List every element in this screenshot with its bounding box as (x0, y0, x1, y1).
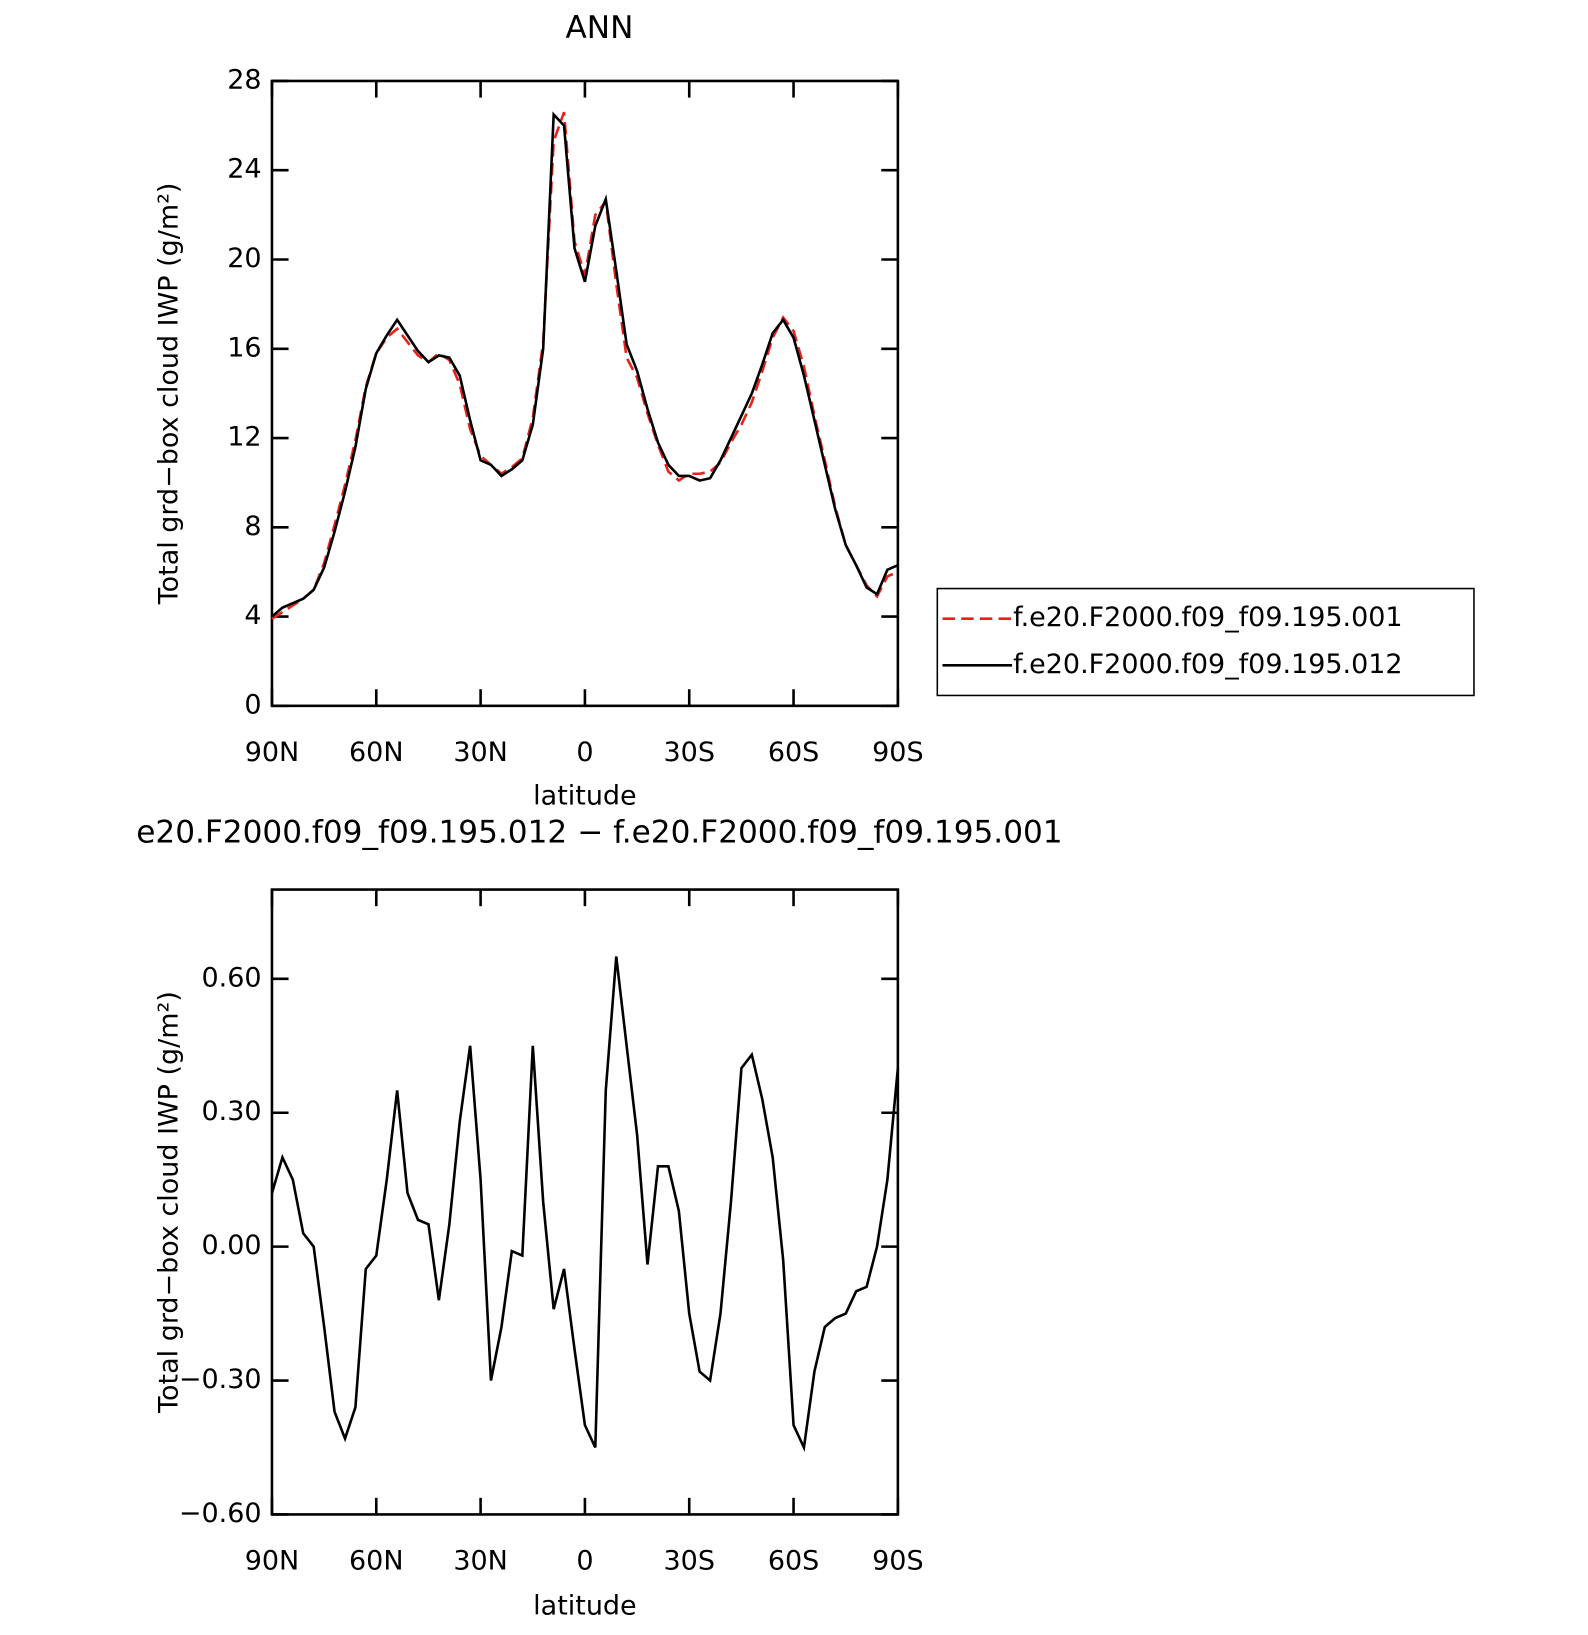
y-tick-label: 0.30 (202, 1096, 262, 1127)
legend-box (936, 587, 1475, 697)
y-tick-label: −0.30 (179, 1364, 262, 1395)
y-tick-label: 8 (244, 511, 261, 542)
x-tick-label: 0 (576, 1546, 593, 1577)
y-tick-label: 4 (244, 600, 261, 631)
y-tick-label: 0.60 (202, 962, 262, 993)
y-tick-label: 12 (227, 422, 261, 453)
chart-title: e20.F2000.f09_f09.195.012 − f.e20.F2000.… (136, 815, 1062, 851)
x-tick-label: 30N (453, 737, 508, 768)
plots: ANN 0 4 8 12 16 20 24 28 90N 60N 30N 0 30S 60S 90S latit… (136, 10, 1475, 1621)
y-tick-label: 0 (244, 689, 261, 720)
y-tick-label: 16 (227, 332, 261, 363)
x-tick-label: 30S (664, 737, 715, 768)
x-tick-label: 90N (245, 737, 300, 768)
legend-label: f.e20.F2000.f09_f09.195.001 (1013, 602, 1403, 633)
y-tick-label: 24 (227, 154, 261, 185)
x-tick-label: 30S (664, 1546, 715, 1577)
x-tick-label: 60S (768, 737, 819, 768)
legend: f.e20.F2000.f09_f09.195.001 f.e20.F2000.f… (936, 587, 1475, 697)
data-line (271, 111, 899, 618)
x-tick-label: 0 (576, 737, 593, 768)
chart-title: ANN (566, 10, 634, 46)
x-tick-label: 90N (245, 1546, 300, 1577)
y-tick-label: 0.00 (202, 1230, 262, 1261)
y-tick-label: 28 (227, 64, 261, 95)
x-axis-label: latitude (533, 1590, 636, 1621)
x-tick-label: 60N (349, 737, 404, 768)
y-axis-label: Total grd−box cloud IWP (g/m²) (154, 183, 185, 606)
y-tick-label: 20 (227, 243, 261, 274)
y-axis-label: Total grd−box cloud IWP (g/m²) (154, 991, 185, 1414)
x-tick-label: 90S (872, 737, 923, 768)
x-tick-label: 60S (768, 1546, 819, 1577)
data-line (270, 956, 900, 1453)
x-axis-label: latitude (533, 781, 636, 812)
y-tick-label: −0.60 (179, 1498, 262, 1529)
x-tick-label: 30N (453, 1546, 508, 1577)
data-line (271, 111, 899, 620)
x-tick-label: 90S (872, 1546, 923, 1577)
x-tick-label: 60N (349, 1546, 404, 1577)
legend-label: f.e20.F2000.f09_f09.195.012 (1013, 649, 1403, 680)
